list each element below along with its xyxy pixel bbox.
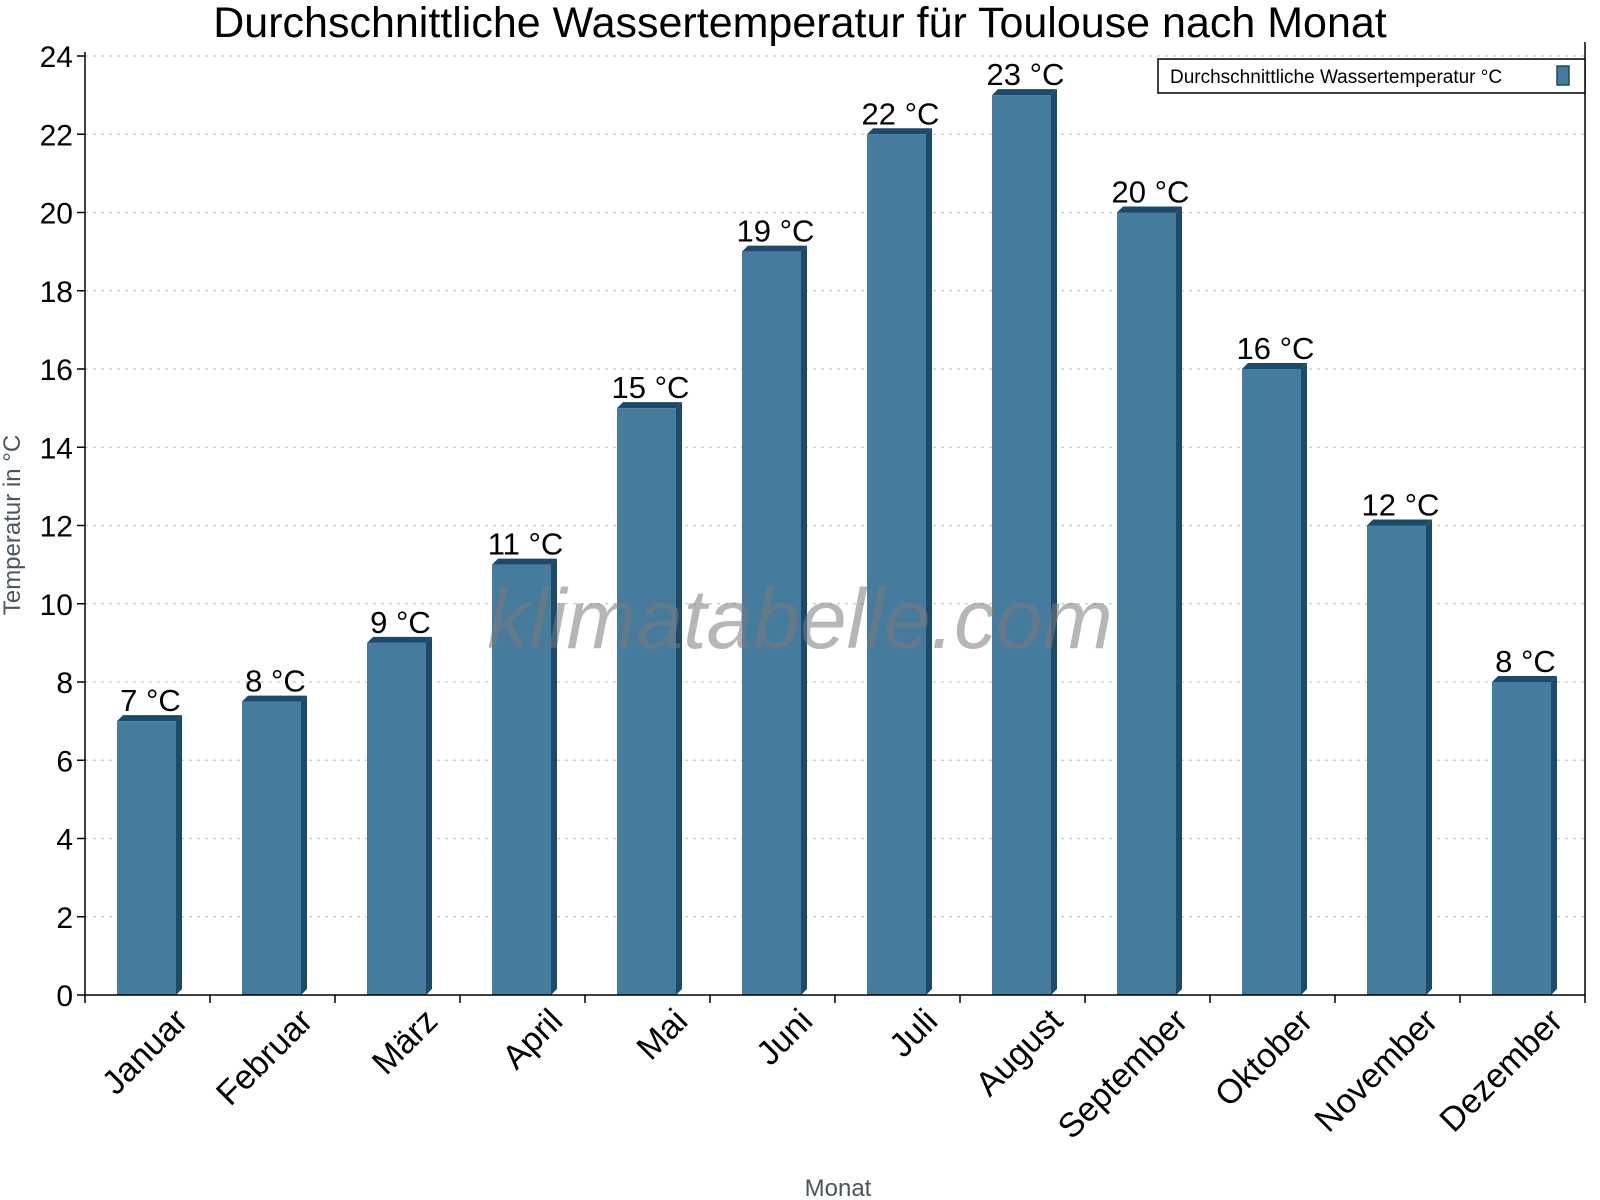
chart-title: Durchschnittliche Wassertemperatur für T… (213, 0, 1387, 47)
bar (492, 564, 551, 995)
bars: 7 °C 8 °C 9 °C 11 °C 15 °C 19 °C 22 °C 23 °C 20 … (117, 57, 1557, 995)
bar (992, 95, 1051, 995)
bar-side (1426, 519, 1432, 995)
data-label: 12 °C (1362, 488, 1440, 523)
x-tick-label: Januar (95, 1002, 195, 1102)
bar (1117, 212, 1176, 995)
x-axis-label: Monat (805, 1175, 872, 1200)
x-tick-label: August (968, 1001, 1070, 1103)
bar (242, 701, 301, 995)
y-axis-label: Temperatur in °C (0, 435, 26, 615)
data-label: 11 °C (488, 527, 564, 562)
bar (617, 408, 676, 995)
x-tick-label: Juli (882, 1002, 945, 1065)
bar-side (551, 558, 557, 995)
y-tick-label: 10 (40, 589, 73, 622)
watermark: klimatabelle.com (487, 572, 1113, 666)
y-tick-label: 12 (40, 511, 73, 544)
bar (1492, 682, 1551, 995)
bar-top (242, 695, 307, 702)
legend[interactable]: Durchschnittliche Wassertemperatur °C (1157, 58, 1586, 94)
x-tick-label: April (495, 1002, 570, 1077)
bar (742, 251, 801, 995)
bar-side (926, 128, 932, 995)
legend-box (1157, 58, 1586, 94)
bar-side (1051, 89, 1057, 995)
bar-side (426, 636, 432, 995)
bar-side (301, 695, 307, 995)
y-tick-label: 16 (40, 354, 73, 387)
y-tick-label: 20 (40, 198, 73, 231)
data-label: 20 °C (1112, 175, 1190, 210)
y-tick-label: 6 (56, 745, 73, 778)
bar-top (492, 558, 557, 565)
x-tick-label: Februar (209, 1002, 320, 1113)
data-label: 22 °C (862, 96, 940, 131)
x-tick-label: Oktober (1208, 1002, 1320, 1114)
bar-side (676, 402, 682, 995)
bar-top (1117, 206, 1182, 213)
bar-side (801, 245, 807, 995)
bar-top (992, 89, 1057, 96)
x-tick-label: Dezember (1432, 1002, 1570, 1140)
bar-side (1176, 206, 1182, 995)
bar-side (1301, 363, 1307, 995)
data-label: 19 °C (737, 214, 815, 249)
x-tick-label: Juni (749, 1002, 820, 1073)
data-label: 8 °C (1495, 644, 1556, 679)
x-tick-label: November (1307, 1002, 1445, 1140)
data-label: 16 °C (1237, 331, 1315, 366)
bar (867, 134, 926, 995)
y-tick-label: 0 (56, 980, 73, 1013)
bar-top (742, 245, 807, 252)
bar (1367, 525, 1426, 995)
bar-top (367, 636, 432, 643)
y-tick-label: 24 (40, 41, 73, 74)
y-tick-label: 2 (56, 902, 73, 935)
y-tick-label: 14 (40, 432, 73, 465)
data-label: 8 °C (245, 664, 306, 699)
bar-top (867, 128, 932, 135)
bar (1242, 369, 1301, 995)
x-tick-label: März (365, 1002, 445, 1082)
data-label: 9 °C (370, 605, 431, 640)
bar (367, 642, 426, 995)
legend-swatch (1556, 65, 1570, 86)
bar-top (1367, 519, 1432, 526)
bar-side (1551, 676, 1557, 995)
y-tick-label: 8 (56, 667, 73, 700)
bar-top (617, 402, 682, 409)
y-tick-label: 18 (40, 276, 73, 309)
data-label: 15 °C (612, 370, 690, 405)
bar-side (176, 715, 182, 995)
y-tick-label: 22 (40, 119, 73, 152)
bar (117, 721, 176, 995)
data-label: 7 °C (120, 683, 181, 718)
x-tick-label: Mai (630, 1002, 696, 1068)
y-tick-label: 4 (56, 824, 73, 857)
bar-top (117, 715, 182, 722)
data-label: 23 °C (987, 57, 1065, 92)
x-tick-label: September (1051, 1002, 1195, 1146)
grid-lines (85, 55, 1585, 918)
bar-top (1492, 676, 1557, 682)
bar-top (1242, 363, 1307, 369)
legend-label: Durchschnittliche Wassertemperatur °C (1170, 67, 1502, 88)
